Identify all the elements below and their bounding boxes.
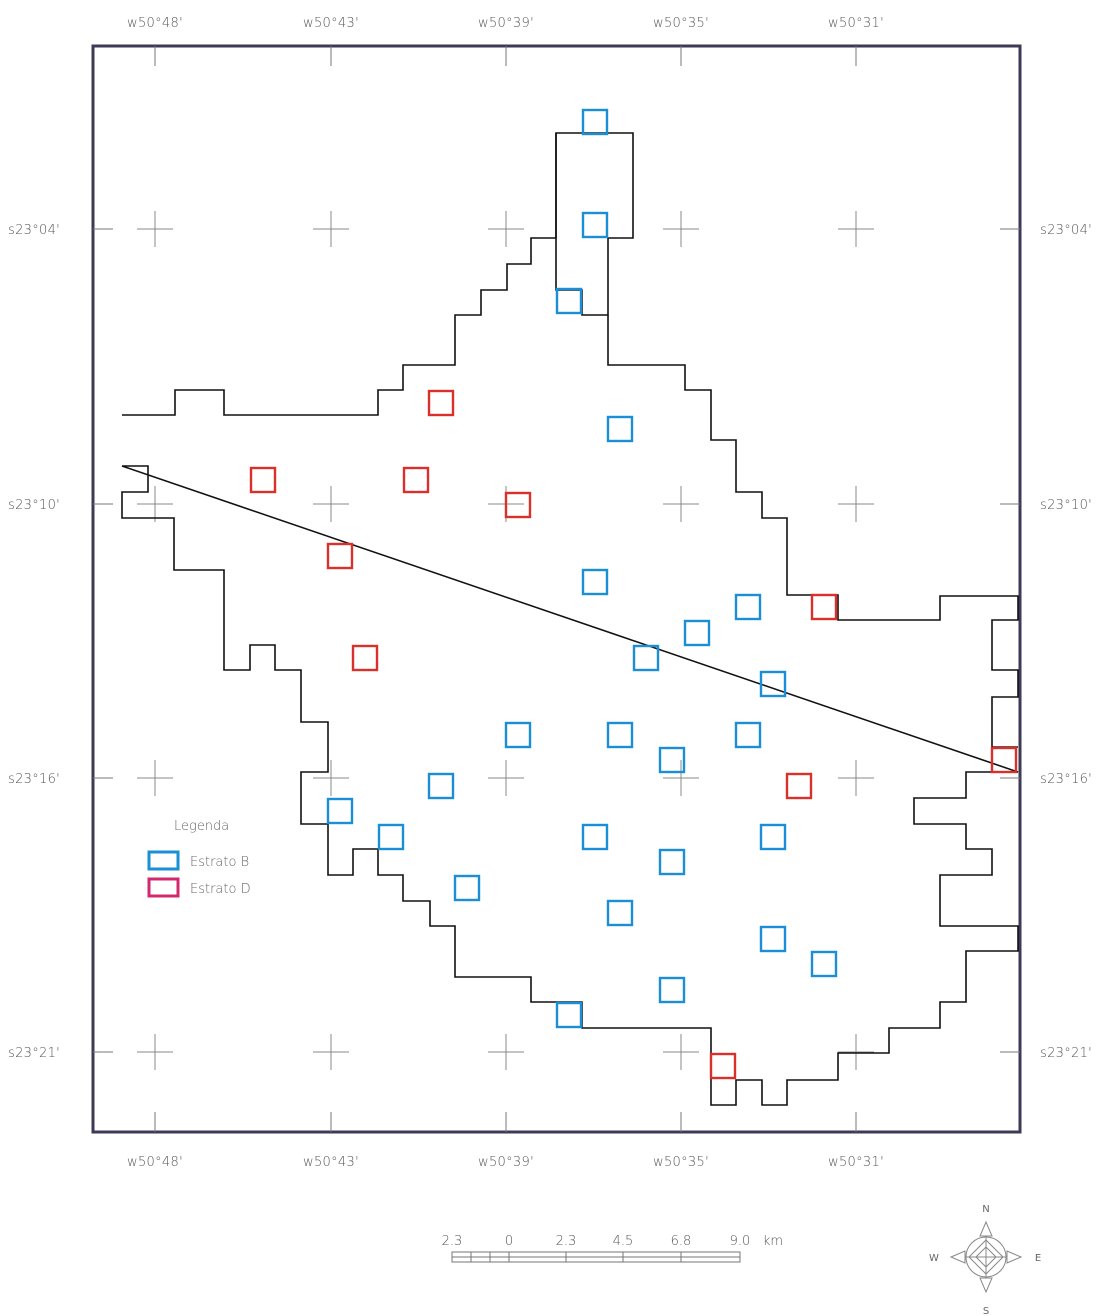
estrato-b-square [734, 593, 762, 621]
estrato-b-square [759, 925, 787, 953]
map-frame [91, 44, 1022, 1134]
top-lon-label: w50°39' [478, 16, 534, 31]
estrato-b-square [326, 797, 354, 825]
estrato-b-square [810, 950, 838, 978]
bottom-lon-label: w50°31' [828, 1155, 884, 1170]
legend-swatch-estrato-b [147, 850, 180, 871]
compass-south: S [983, 1306, 989, 1316]
right-lat-label: s23°04' [1040, 223, 1092, 238]
left-lat-label: s23°16' [8, 772, 60, 787]
estrato-d-square [990, 746, 1018, 774]
bottom-lon-label: w50°39' [478, 1155, 534, 1170]
legend-label-estrato-d: Estrato D [190, 882, 251, 897]
estrato-d-square [785, 772, 813, 800]
estrato-b-square [504, 721, 532, 749]
left-lat-label: s23°21' [8, 1046, 60, 1061]
right-lat-label: s23°21' [1040, 1046, 1092, 1061]
scale-label: 2.3 [442, 1234, 463, 1249]
scale-unit: km [763, 1234, 783, 1249]
legend: Legenda Estrato B Estrato D [147, 819, 251, 898]
bottom-lon-label: w50°48' [127, 1155, 183, 1170]
scale-label: 6.8 [671, 1234, 692, 1249]
estrato-b-square [581, 108, 609, 136]
graticule-crosses [137, 211, 874, 1070]
scale-bar: 2.3 0 2.3 4.5 6.8 9.0 km [442, 1234, 783, 1263]
bottom-lon-label: w50°43' [303, 1155, 359, 1170]
estrato-d-square [504, 491, 532, 519]
estrato-b-square [606, 721, 634, 749]
estrato-b-square [658, 848, 686, 876]
estrato-b-square [581, 568, 609, 596]
estrato-b-square [581, 823, 609, 851]
estrato-b-square [759, 823, 787, 851]
estrato-b-square [632, 644, 660, 672]
left-latitude-labels: s23°04' s23°10' s23°16' s23°21' [8, 223, 60, 1061]
right-lat-label: s23°10' [1040, 498, 1092, 513]
estrato-b-square [555, 1001, 583, 1029]
estrato-b-square [427, 772, 455, 800]
estrato-b-square [658, 746, 686, 774]
frame-ticks [93, 46, 1020, 1132]
scale-label: 9.0 [730, 1234, 751, 1249]
estrato-d-square [709, 1052, 737, 1080]
north-arrow-compass: N S W E [929, 1204, 1041, 1316]
sample-squares [249, 108, 1018, 1080]
scale-label: 4.5 [613, 1234, 634, 1249]
bottom-longitude-labels: w50°48' w50°43' w50°39' w50°35' w50°31' [127, 1155, 884, 1170]
estrato-b-square [734, 721, 762, 749]
bottom-lon-label: w50°35' [653, 1155, 709, 1170]
estrato-d-square [351, 644, 379, 672]
left-lat-label: s23°04' [8, 223, 60, 238]
study-area-boundary [121, 133, 1019, 1106]
scale-bar-segments [451, 1251, 741, 1263]
estrato-d-square [427, 389, 455, 417]
top-lon-label: w50°43' [303, 16, 359, 31]
top-lon-label: w50°48' [127, 16, 183, 31]
estrato-b-square [581, 211, 609, 239]
scale-label: 0 [505, 1234, 513, 1249]
compass-west: W [929, 1253, 939, 1264]
estrato-b-square [377, 823, 405, 851]
top-lon-label: w50°35' [653, 16, 709, 31]
left-lat-label: s23°10' [8, 498, 60, 513]
top-lon-label: w50°31' [828, 16, 884, 31]
estrato-b-square [555, 287, 583, 315]
estrato-d-square [402, 466, 430, 494]
estrato-b-square [606, 899, 634, 927]
study-area-boundary [555, 132, 634, 316]
estrato-d-square [810, 593, 838, 621]
right-lat-label: s23°16' [1040, 772, 1092, 787]
scale-label: 2.3 [556, 1234, 577, 1249]
top-longitude-labels: w50°48' w50°43' w50°39' w50°35' w50°31' [127, 16, 884, 31]
compass-east: E [1035, 1253, 1041, 1264]
right-latitude-labels: s23°04' s23°10' s23°16' s23°21' [1040, 223, 1092, 1061]
legend-swatch-estrato-d [147, 877, 180, 898]
estrato-b-square [606, 415, 634, 443]
legend-label-estrato-b: Estrato B [190, 855, 249, 870]
estrato-b-square [453, 874, 481, 902]
estrato-b-square [683, 619, 711, 647]
estrato-b-square [658, 976, 686, 1004]
estrato-d-square [249, 466, 277, 494]
compass-north: N [982, 1204, 989, 1215]
legend-title: Legenda [174, 819, 229, 834]
estrato-d-square [326, 542, 354, 570]
estrato-b-square [759, 670, 787, 698]
